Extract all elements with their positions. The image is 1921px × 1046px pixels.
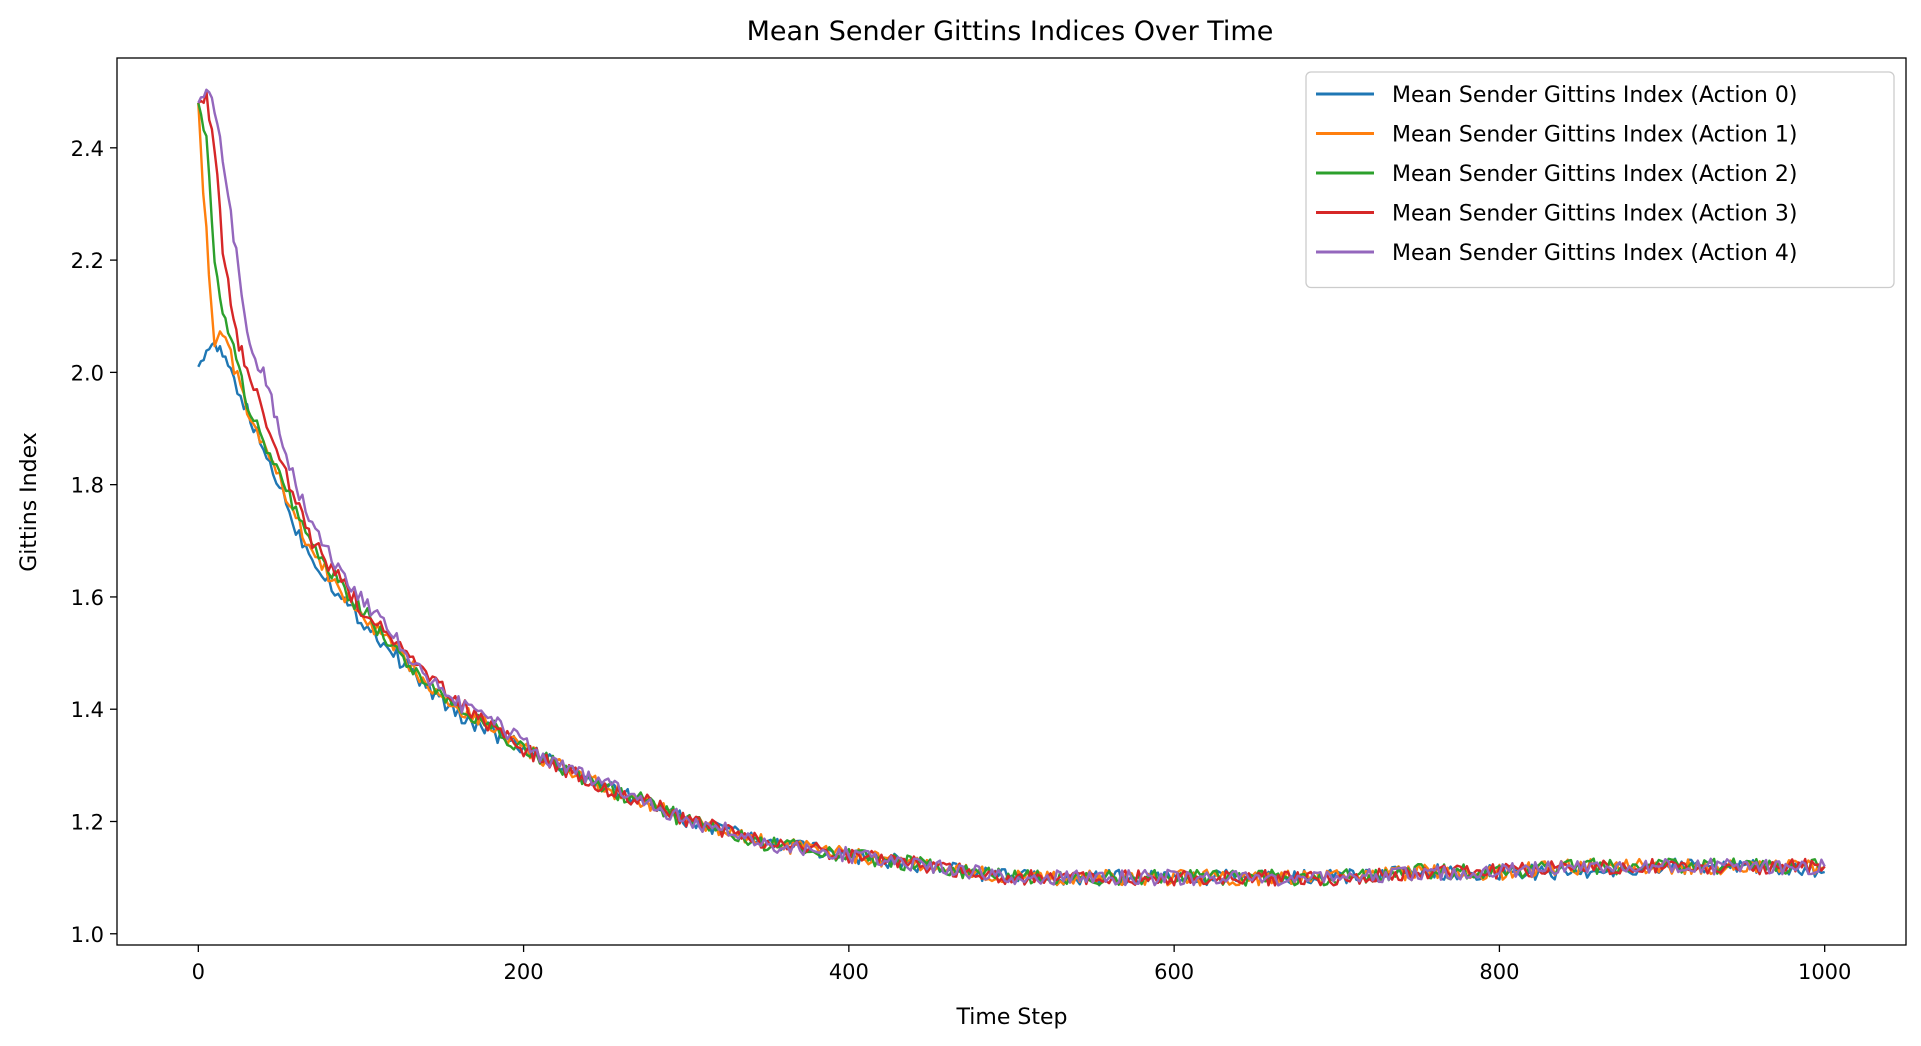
x-tick-label: 1000 bbox=[1798, 960, 1851, 984]
x-tick-label: 600 bbox=[1154, 960, 1194, 984]
chart-title: Mean Sender Gittins Indices Over Time bbox=[747, 16, 1274, 47]
y-tick-label: 2.4 bbox=[71, 137, 104, 161]
series-lines bbox=[197, 88, 1826, 887]
y-axis-ticks: 1.0 1.2 1.4 1.6 1.8 2.0 2.2 2.4 bbox=[71, 137, 117, 947]
y-tick-label: 1.0 bbox=[71, 923, 104, 947]
legend-label: Mean Sender Gittins Index (Action 2) bbox=[1392, 162, 1797, 187]
legend: Mean Sender Gittins Index (Action 0) Mean… bbox=[1305, 71, 1895, 289]
y-tick-label: 1.6 bbox=[71, 586, 104, 610]
plot-frame bbox=[116, 57, 1907, 946]
legend-label: Mean Sender Gittins Index (Action 4) bbox=[1392, 241, 1797, 266]
y-tick-label: 2.0 bbox=[71, 361, 104, 385]
x-axis-ticks: 0 200 400 600 800 1000 bbox=[192, 945, 1851, 984]
x-tick-label: 0 bbox=[192, 960, 205, 984]
y-tick-label: 1.4 bbox=[71, 698, 104, 722]
y-tick-label: 2.2 bbox=[71, 249, 104, 273]
legend-box bbox=[1305, 71, 1895, 289]
x-axis-label: Time Step bbox=[956, 1005, 1068, 1030]
y-axis-label: Gittins Index bbox=[17, 432, 42, 572]
y-tick-label: 1.8 bbox=[71, 474, 104, 498]
legend-label: Mean Sender Gittins Index (Action 1) bbox=[1392, 123, 1797, 148]
legend-label: Mean Sender Gittins Index (Action 0) bbox=[1392, 83, 1797, 108]
y-tick-label: 1.2 bbox=[71, 810, 104, 834]
x-tick-label: 200 bbox=[504, 960, 544, 984]
x-tick-label: 800 bbox=[1479, 960, 1519, 984]
x-tick-label: 400 bbox=[829, 960, 869, 984]
series-line-action-4 bbox=[197, 88, 1826, 887]
legend-label: Mean Sender Gittins Index (Action 3) bbox=[1392, 202, 1797, 227]
